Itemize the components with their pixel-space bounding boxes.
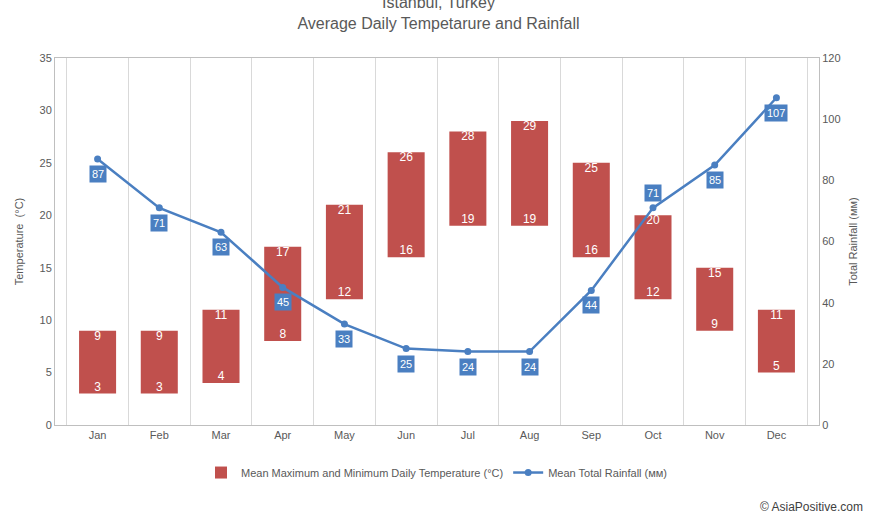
svg-text:Jan: Jan (89, 429, 107, 441)
svg-text:Oct: Oct (644, 429, 661, 441)
svg-text:87: 87 (92, 168, 104, 180)
svg-text:May: May (334, 429, 355, 441)
svg-text:Apr: Apr (274, 429, 291, 441)
svg-text:Aug: Aug (520, 429, 540, 441)
svg-text:20: 20 (40, 209, 52, 221)
svg-text:29: 29 (523, 119, 537, 133)
svg-text:10: 10 (40, 314, 52, 326)
svg-text:© AsiaPositive.com: © AsiaPositive.com (760, 500, 863, 514)
svg-text:25: 25 (585, 161, 599, 175)
svg-text:71: 71 (153, 217, 165, 229)
svg-text:Feb: Feb (150, 429, 169, 441)
svg-text:15: 15 (40, 262, 52, 274)
svg-text:11: 11 (215, 308, 228, 322)
svg-text:19: 19 (461, 212, 475, 226)
svg-text:24: 24 (524, 361, 536, 373)
svg-text:60: 60 (822, 235, 834, 247)
svg-text:5: 5 (773, 359, 780, 373)
svg-text:33: 33 (338, 333, 350, 345)
svg-text:15: 15 (708, 266, 722, 280)
svg-text:28: 28 (461, 129, 475, 143)
svg-text:21: 21 (338, 203, 352, 217)
svg-text:24: 24 (462, 361, 474, 373)
svg-text:8: 8 (279, 327, 286, 341)
svg-text:35: 35 (40, 52, 52, 64)
svg-text:45: 45 (277, 296, 289, 308)
svg-text:Mean Maximum and Minimum Daily: Mean Maximum and Minimum Daily Temperatu… (241, 467, 503, 479)
svg-text:Jul: Jul (461, 429, 475, 441)
svg-text:19: 19 (523, 212, 537, 226)
svg-text:3: 3 (94, 380, 101, 394)
svg-text:17: 17 (276, 245, 290, 259)
svg-text:40: 40 (822, 297, 834, 309)
svg-text:9: 9 (94, 329, 101, 343)
svg-text:9: 9 (156, 329, 163, 343)
svg-text:85: 85 (709, 174, 721, 186)
svg-text:5: 5 (46, 366, 52, 378)
svg-text:9: 9 (711, 317, 718, 331)
svg-text:Jun: Jun (397, 429, 415, 441)
svg-text:Istanbul, TurkeyAverage Daily: Istanbul, TurkeyAverage Daily Tempetarur… (297, 0, 579, 32)
svg-text:Mean Total Rainfall (мм): Mean Total Rainfall (мм) (548, 467, 667, 479)
svg-text:30: 30 (40, 104, 52, 116)
svg-text:26: 26 (399, 150, 413, 164)
svg-text:12: 12 (646, 285, 660, 299)
svg-text:3: 3 (156, 380, 163, 394)
svg-text:20: 20 (646, 213, 660, 227)
svg-text:Sep: Sep (581, 429, 601, 441)
svg-text:120: 120 (822, 52, 840, 64)
svg-text:Total Rainfall (мм): Total Rainfall (мм) (847, 197, 859, 285)
svg-text:0: 0 (822, 419, 828, 431)
svg-text:Dec: Dec (767, 429, 787, 441)
svg-text:11: 11 (770, 308, 783, 322)
svg-text:4: 4 (218, 369, 225, 383)
svg-text:Nov: Nov (705, 429, 725, 441)
svg-text:16: 16 (585, 243, 599, 257)
svg-text:71: 71 (647, 187, 659, 199)
svg-text:Temperature (°C): Temperature (°C) (13, 198, 25, 286)
svg-text:100: 100 (822, 113, 840, 125)
svg-text:20: 20 (822, 358, 834, 370)
svg-text:80: 80 (822, 174, 834, 186)
svg-text:63: 63 (215, 241, 227, 253)
svg-text:44: 44 (585, 299, 597, 311)
svg-text:0: 0 (46, 419, 52, 431)
svg-text:25: 25 (40, 157, 52, 169)
svg-text:12: 12 (338, 285, 352, 299)
svg-text:25: 25 (400, 358, 412, 370)
svg-text:Mar: Mar (212, 429, 231, 441)
svg-text:107: 107 (767, 107, 785, 119)
svg-text:16: 16 (399, 243, 413, 257)
